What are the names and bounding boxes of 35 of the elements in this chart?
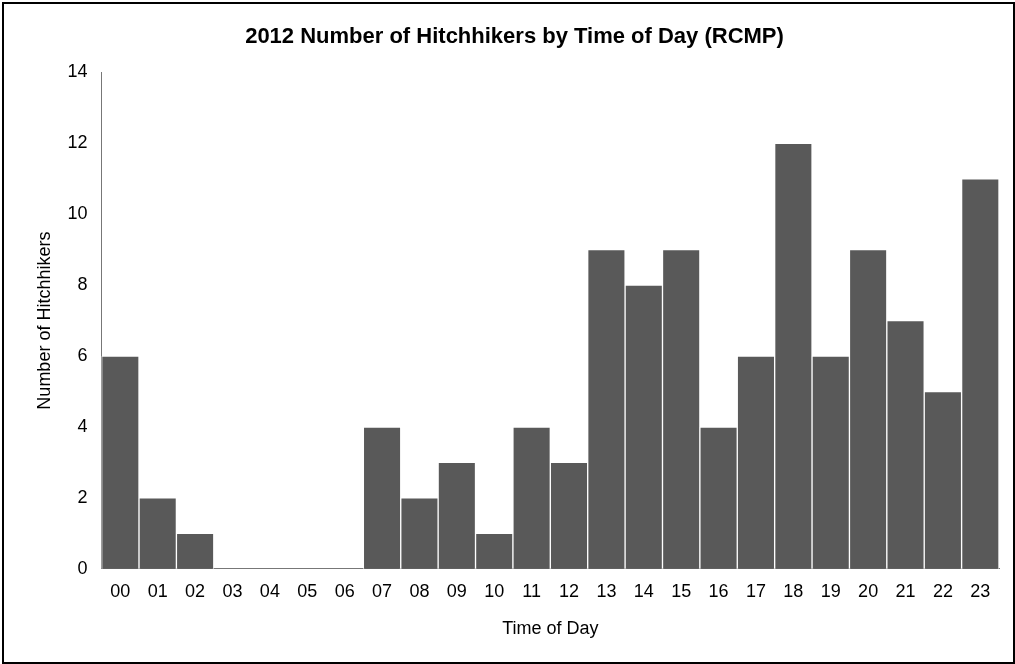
x-tick-label: 02: [185, 580, 206, 601]
x-tick-label: 01: [147, 580, 168, 601]
y-tick-label: 10: [67, 203, 88, 224]
x-tick-label: 04: [259, 580, 280, 601]
x-tick-label: 23: [970, 580, 991, 601]
x-tick-label: 20: [858, 580, 879, 601]
y-tick-label: 14: [67, 61, 88, 82]
y-tick-label: 6: [77, 345, 88, 366]
y-tick-label: 8: [77, 274, 88, 295]
x-tick-label: 05: [297, 580, 318, 601]
y-tick-label: 4: [77, 415, 88, 436]
x-tick-label: 09: [446, 580, 467, 601]
x-axis-title: Time of Day: [502, 618, 599, 639]
x-tick-label: 16: [708, 580, 729, 601]
x-tick-label: 10: [484, 580, 505, 601]
x-tick-label: 12: [558, 580, 580, 601]
y-tick-label: 12: [67, 132, 88, 153]
x-tick-label: 08: [409, 580, 430, 601]
x-tick-label: 17: [745, 580, 766, 601]
chart-title: 2012 Number of Hitchhikers by Time of Day (RCMP): [245, 23, 784, 49]
x-tick-label: 19: [820, 580, 841, 601]
x-tick-label: 03: [222, 580, 243, 601]
x-tick-label: 00: [110, 580, 131, 601]
x-tick-label: 11: [522, 580, 541, 601]
x-tick-label: 07: [372, 580, 393, 601]
x-tick-label: 13: [596, 580, 617, 601]
x-tick-label: 15: [671, 580, 692, 601]
x-tick-label: 14: [633, 580, 654, 601]
y-tick-label: 2: [77, 486, 88, 507]
y-axis-title: Number of Hitchhikers: [33, 231, 54, 410]
x-tick-label: 21: [895, 580, 916, 601]
x-tick-label: 06: [334, 580, 355, 601]
x-tick-label: 22: [932, 580, 953, 601]
y-tick-label: 0: [77, 557, 88, 578]
x-tick-label: 18: [783, 580, 804, 601]
